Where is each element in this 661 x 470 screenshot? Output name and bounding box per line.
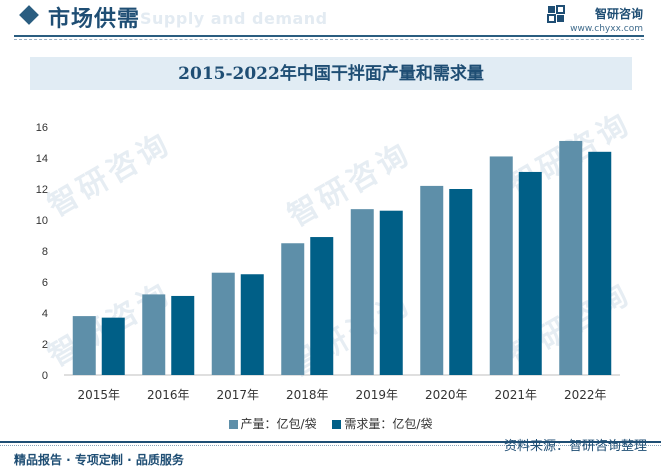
legend-swatch-production — [228, 420, 238, 429]
bar-demand — [310, 237, 334, 375]
x-tick-label: 2020年 — [425, 388, 468, 402]
header-divider-dots — [14, 39, 644, 40]
brand-url: www.chyxx.com — [570, 24, 643, 34]
legend-item-production: 产量：亿包/袋 — [228, 415, 317, 432]
bar-production — [281, 243, 305, 375]
chart-title-bar: 2015-2022年中国干拌面产量和需求量 — [30, 57, 632, 90]
bar-production — [72, 316, 96, 375]
bar-demand — [379, 210, 403, 375]
x-tick-label: 2021年 — [494, 388, 537, 402]
y-tick-label: 4 — [42, 308, 48, 320]
bar-production — [420, 185, 444, 375]
legend: 产量：亿包/袋 需求量：亿包/袋 — [0, 415, 661, 432]
footer-tagline: 精品报告 · 专项定制 · 品质服务 — [14, 453, 184, 467]
y-tick-label: 8 — [42, 246, 48, 258]
x-tick-label: 2016年 — [147, 388, 190, 402]
header: 市场供需 Supply and demand 智研咨询 www.chyxx.co… — [0, 0, 661, 44]
x-tick-label: 2022年 — [564, 388, 607, 402]
x-tick-label: 2019年 — [355, 388, 398, 402]
source-note: 资料来源：智研咨询整理 — [503, 439, 647, 454]
legend-label-production: 产量：亿包/袋 — [240, 417, 317, 431]
bar-demand — [101, 317, 125, 375]
x-tick-label: 2018年 — [286, 388, 329, 402]
section-title: 市场供需 — [48, 7, 141, 32]
y-tick-label: 0 — [42, 370, 48, 382]
y-tick-label: 6 — [42, 277, 48, 289]
bar-production — [142, 294, 166, 375]
section-subtitle: Supply and demand — [140, 9, 328, 28]
bar-demand — [588, 151, 612, 375]
bar-demand — [518, 171, 542, 375]
chart-title: 2015-2022年中国干拌面产量和需求量 — [178, 64, 484, 84]
bar-production — [350, 209, 374, 375]
footer-divider-dots — [0, 445, 661, 446]
bar-demand — [171, 295, 195, 375]
footer-divider — [0, 441, 661, 443]
y-tick-label: 12 — [36, 184, 48, 196]
bar-production — [489, 156, 513, 375]
y-tick-label: 2 — [42, 339, 48, 351]
bar-demand — [240, 274, 264, 375]
y-tick-label: 10 — [36, 215, 48, 227]
legend-item-demand: 需求量：亿包/袋 — [332, 415, 432, 432]
brand-name: 智研咨询 — [594, 7, 643, 21]
y-tick-label: 14 — [36, 153, 48, 165]
brand-logo-icon — [547, 5, 565, 23]
legend-label-demand: 需求量：亿包/袋 — [344, 417, 433, 431]
x-tick-label: 2017年 — [216, 388, 259, 402]
brand: 智研咨询 www.chyxx.com — [570, 5, 643, 34]
header-divider — [14, 35, 644, 37]
bar-demand — [449, 189, 473, 375]
bar-production — [211, 272, 235, 375]
x-tick-label: 2015年 — [77, 388, 120, 402]
bar-production — [559, 140, 583, 375]
legend-swatch-demand — [332, 420, 342, 429]
y-tick-label: 16 — [36, 122, 48, 134]
